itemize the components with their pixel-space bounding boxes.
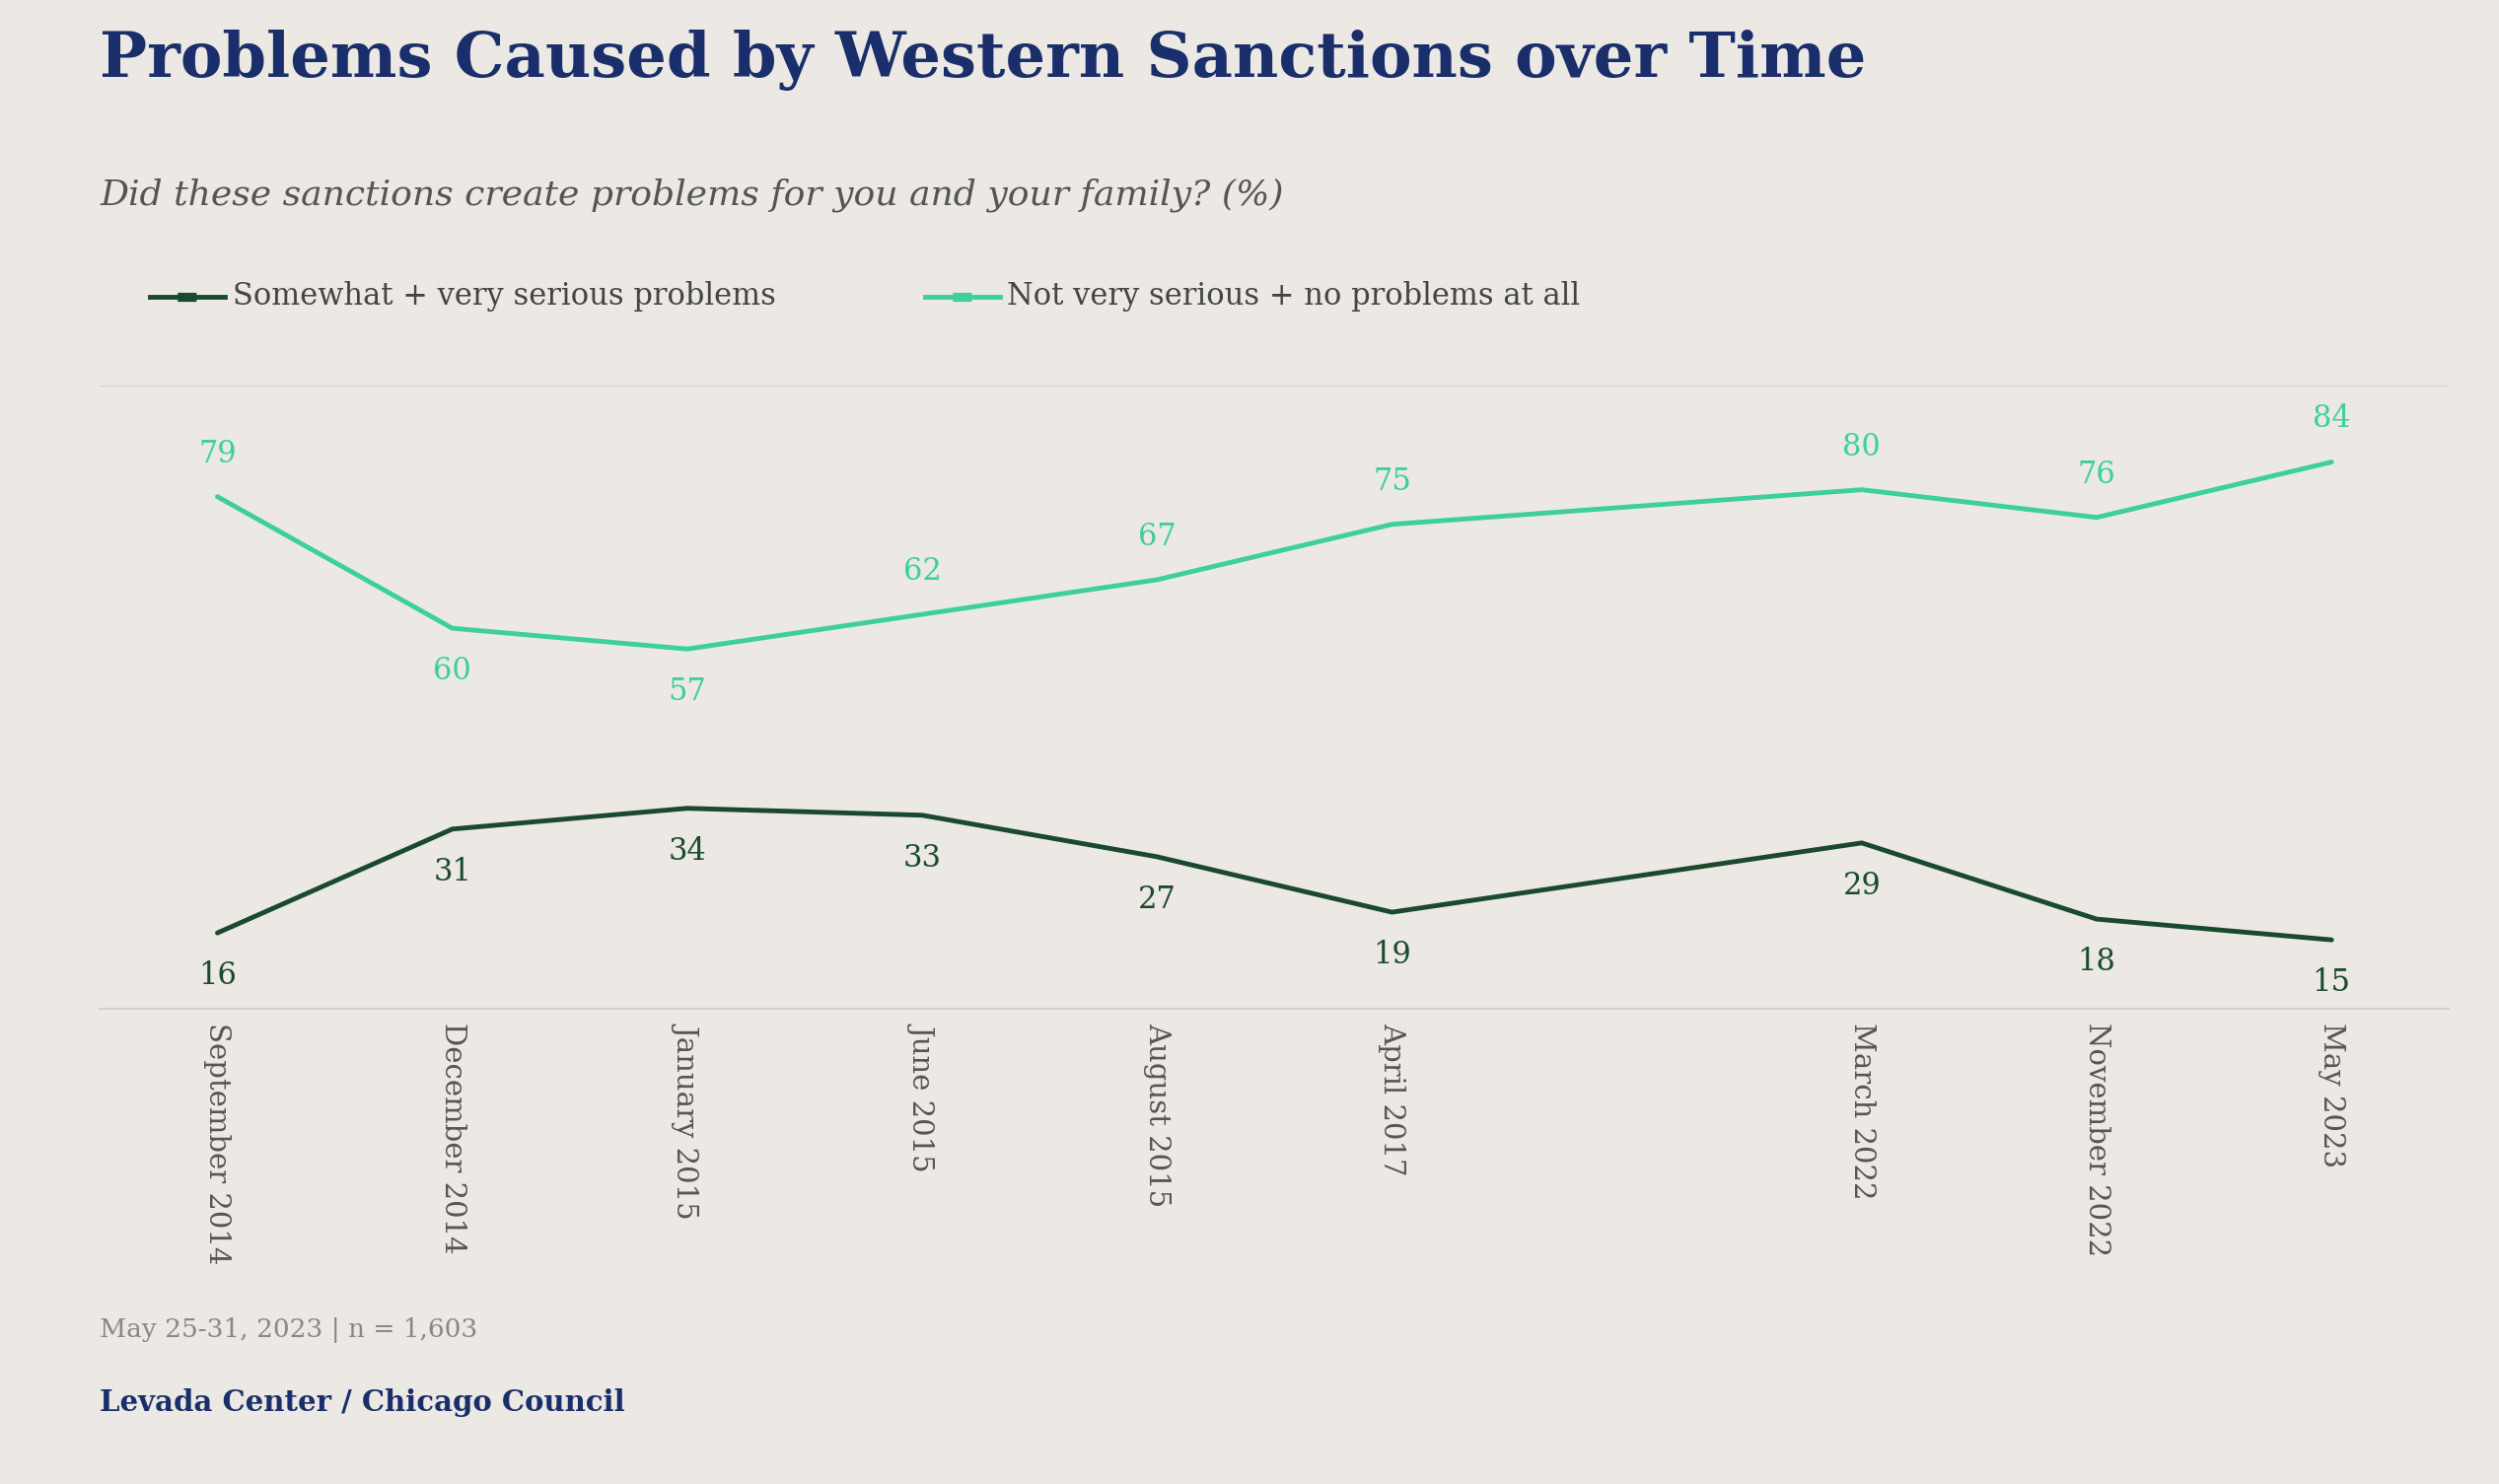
Text: 16: 16 (197, 960, 237, 991)
Text: May 25-31, 2023 | n = 1,603: May 25-31, 2023 | n = 1,603 (100, 1318, 477, 1343)
Text: 79: 79 (197, 438, 237, 469)
Text: 75: 75 (1372, 466, 1412, 497)
Text: Did these sanctions create problems for you and your family? (%): Did these sanctions create problems for … (100, 178, 1284, 212)
Text: 31: 31 (432, 856, 472, 887)
Text: Not very serious + no problems at all: Not very serious + no problems at all (1007, 282, 1579, 312)
Text: 27: 27 (1137, 884, 1177, 916)
Text: ▬: ▬ (175, 285, 200, 309)
Text: 76: 76 (2077, 459, 2117, 490)
Text: 62: 62 (902, 556, 942, 586)
Text: 19: 19 (1372, 939, 1412, 971)
Text: Problems Caused by Western Sanctions over Time: Problems Caused by Western Sanctions ove… (100, 30, 1867, 91)
Text: 33: 33 (902, 843, 942, 874)
Text: 18: 18 (2077, 947, 2117, 978)
Text: 29: 29 (1842, 871, 1882, 901)
Text: Somewhat + very serious problems: Somewhat + very serious problems (232, 282, 775, 312)
Text: 80: 80 (1842, 432, 1882, 462)
Text: Levada Center / Chicago Council: Levada Center / Chicago Council (100, 1389, 625, 1417)
Text: 67: 67 (1137, 521, 1177, 552)
Text: ▬: ▬ (950, 285, 975, 309)
Text: 34: 34 (667, 835, 707, 867)
Text: 57: 57 (667, 677, 707, 708)
Text: 15: 15 (2312, 968, 2352, 999)
Text: 60: 60 (432, 656, 472, 687)
Text: 84: 84 (2312, 404, 2352, 435)
